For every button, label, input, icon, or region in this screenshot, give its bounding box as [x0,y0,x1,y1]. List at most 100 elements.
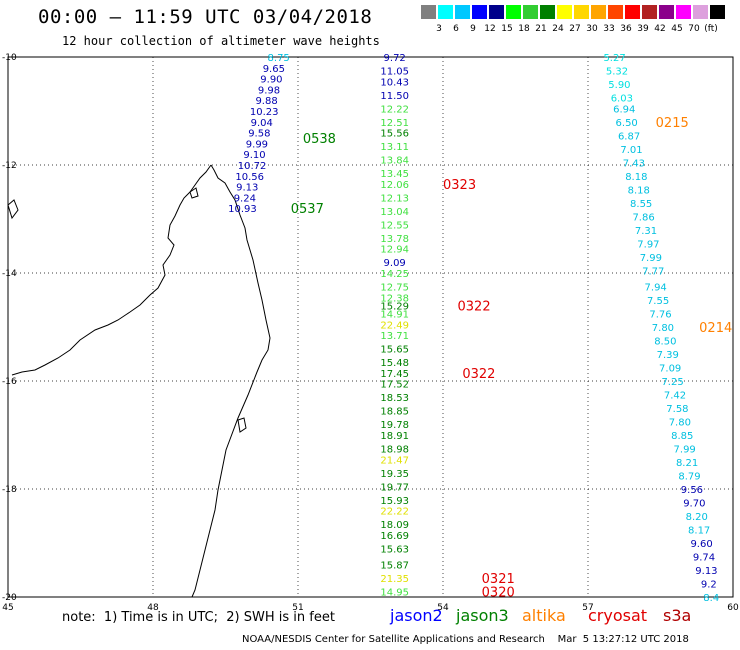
wave-height-label: 7.77 [642,266,664,277]
pass-time-label: 0537 [291,202,324,217]
pass-time-label: 0320 [482,586,515,601]
wave-height-label: 18.09 [380,520,409,531]
wave-height-label: 7.94 [645,283,667,294]
wave-height-label: 14.91 [380,310,409,321]
wave-height-label: 8.21 [676,458,698,469]
colorbar-swatch [659,5,675,19]
wave-height-label: 19.35 [380,469,409,480]
wave-height-label: 14.25 [380,269,409,280]
colorbar-label: 30 [586,24,598,34]
wave-height-label: 6.03 [611,94,633,105]
wave-height-label: 9.13 [236,183,258,194]
wave-height-label: 7.43 [623,158,645,169]
colorbar-swatch [625,5,641,19]
wave-height-label: 7.97 [637,239,659,250]
x-tick-label: 51 [292,603,303,613]
altimeter-tracks: 8.759.659.909.989.8810.239.049.589.999.1… [228,53,732,604]
legend-cryosat: cryosat [588,606,648,625]
wave-height-label: 19.78 [380,420,409,431]
wave-height-label: 9.99 [246,139,268,150]
wave-height-label: 15.87 [380,561,409,572]
pass-time-label: 0215 [656,116,689,131]
wave-height-label: 13.04 [380,207,409,218]
wave-height-label: 7.39 [657,350,679,361]
colorbar-label: 42 [654,24,666,34]
wave-height-label: 13.78 [380,234,409,245]
lat-lon-grid [7,56,734,598]
wave-height-label: 12.51 [380,118,409,129]
wave-height-label: 9.10 [243,150,265,161]
wave-height-label: 6.50 [616,118,638,129]
x-tick-label: 54 [437,603,449,613]
wave-height-label: 8.79 [678,472,700,483]
wave-height-label: 8.17 [688,526,710,537]
colorbar-swatch [421,5,437,19]
track-jason2: 8.759.659.909.989.8810.239.049.589.999.1… [228,53,336,217]
wave-height-label: 18.98 [380,445,409,456]
wave-height-label: 9.2 [701,580,717,591]
wave-height-label: 6.87 [618,131,640,142]
colorbar-swatch [506,5,522,19]
wave-height-label: 19.77 [380,482,409,493]
colorbar-swatch [676,5,692,19]
wave-height-label: 9.74 [693,553,715,564]
colorbar-label: 27 [569,24,581,34]
wave-height-label: 7.01 [620,145,642,156]
wave-height-label: 13.84 [380,156,409,167]
wave-height-label: 7.76 [649,310,671,321]
coastline-path [11,164,271,598]
wave-height-label: 8.18 [625,172,647,183]
wave-height-label: 12.38 [380,293,409,304]
wave-height-label: 8.18 [628,185,650,196]
wave-height-label: 5.90 [608,80,630,91]
wave-height-label: 18.85 [380,407,409,418]
x-tick-label: 60 [727,603,739,613]
axis-ticks: 45 48 51 54 57 60 -10 -12 -14 -16 -18 -20 [2,53,739,613]
wave-height-label: 22.49 [380,320,409,331]
legend-jason3: jason3 [456,606,509,625]
pass-time-label: 0323 [443,178,476,193]
colorbar-label: 24 [552,24,564,34]
colorbar-label: 39 [637,24,649,34]
wave-height-label: 12.13 [380,193,409,204]
wave-height-label: 7.80 [669,418,691,429]
wave-height-label: 7.55 [647,296,669,307]
wave-height-label: 9.98 [258,85,280,96]
legend-s3a: s3a [663,606,692,625]
colorbar-label: 18 [518,24,530,34]
pass-time-label: 0322 [458,299,491,314]
map-frame [7,56,734,598]
wave-height-label: 10.23 [250,107,279,118]
wave-height-label: 9.09 [384,258,406,269]
wave-height-label: 8.75 [268,53,290,64]
wave-height-label: 21.47 [380,455,409,466]
x-tick-label: 48 [147,603,159,613]
pass-time-label: 0214 [699,321,732,336]
colorbar-swatch [557,5,573,19]
wave-height-label: 9.60 [690,539,712,550]
wave-height-label: 17.52 [380,380,409,391]
colorbar-swatch [472,5,488,19]
colorbar-label: 33 [603,24,615,34]
colorbar-label: 70 [688,24,700,34]
wave-height-label: 13.45 [380,169,409,180]
wave-height-label: 6.94 [613,104,635,115]
wave-height-label: 9.88 [255,96,277,107]
wave-height-label: 7.58 [666,404,688,415]
wave-height-label: 7.99 [640,253,662,264]
wave-height-label: 8.4 [703,593,719,604]
colorbar-label: (ft) [704,24,718,34]
y-tick-label: -18 [2,485,17,495]
wave-height-label: 5.27 [603,53,625,64]
wave-height-label: 15.29 [380,301,409,312]
colorbar-label: 3 [436,24,442,34]
island-east [237,417,247,433]
colorbar-swatch [591,5,607,19]
colorbar-swatch [540,5,556,19]
map-subtitle: 12 hour collection of altimeter wave hei… [62,34,380,48]
map-title: 00:00 — 11:59 UTC 03/04/2018 [38,6,373,28]
colorbar-label: 36 [620,24,632,34]
colorbar-swatch [710,5,726,19]
wave-height-label: 7.09 [659,364,681,375]
wave-height-label: 9.65 [263,64,285,75]
